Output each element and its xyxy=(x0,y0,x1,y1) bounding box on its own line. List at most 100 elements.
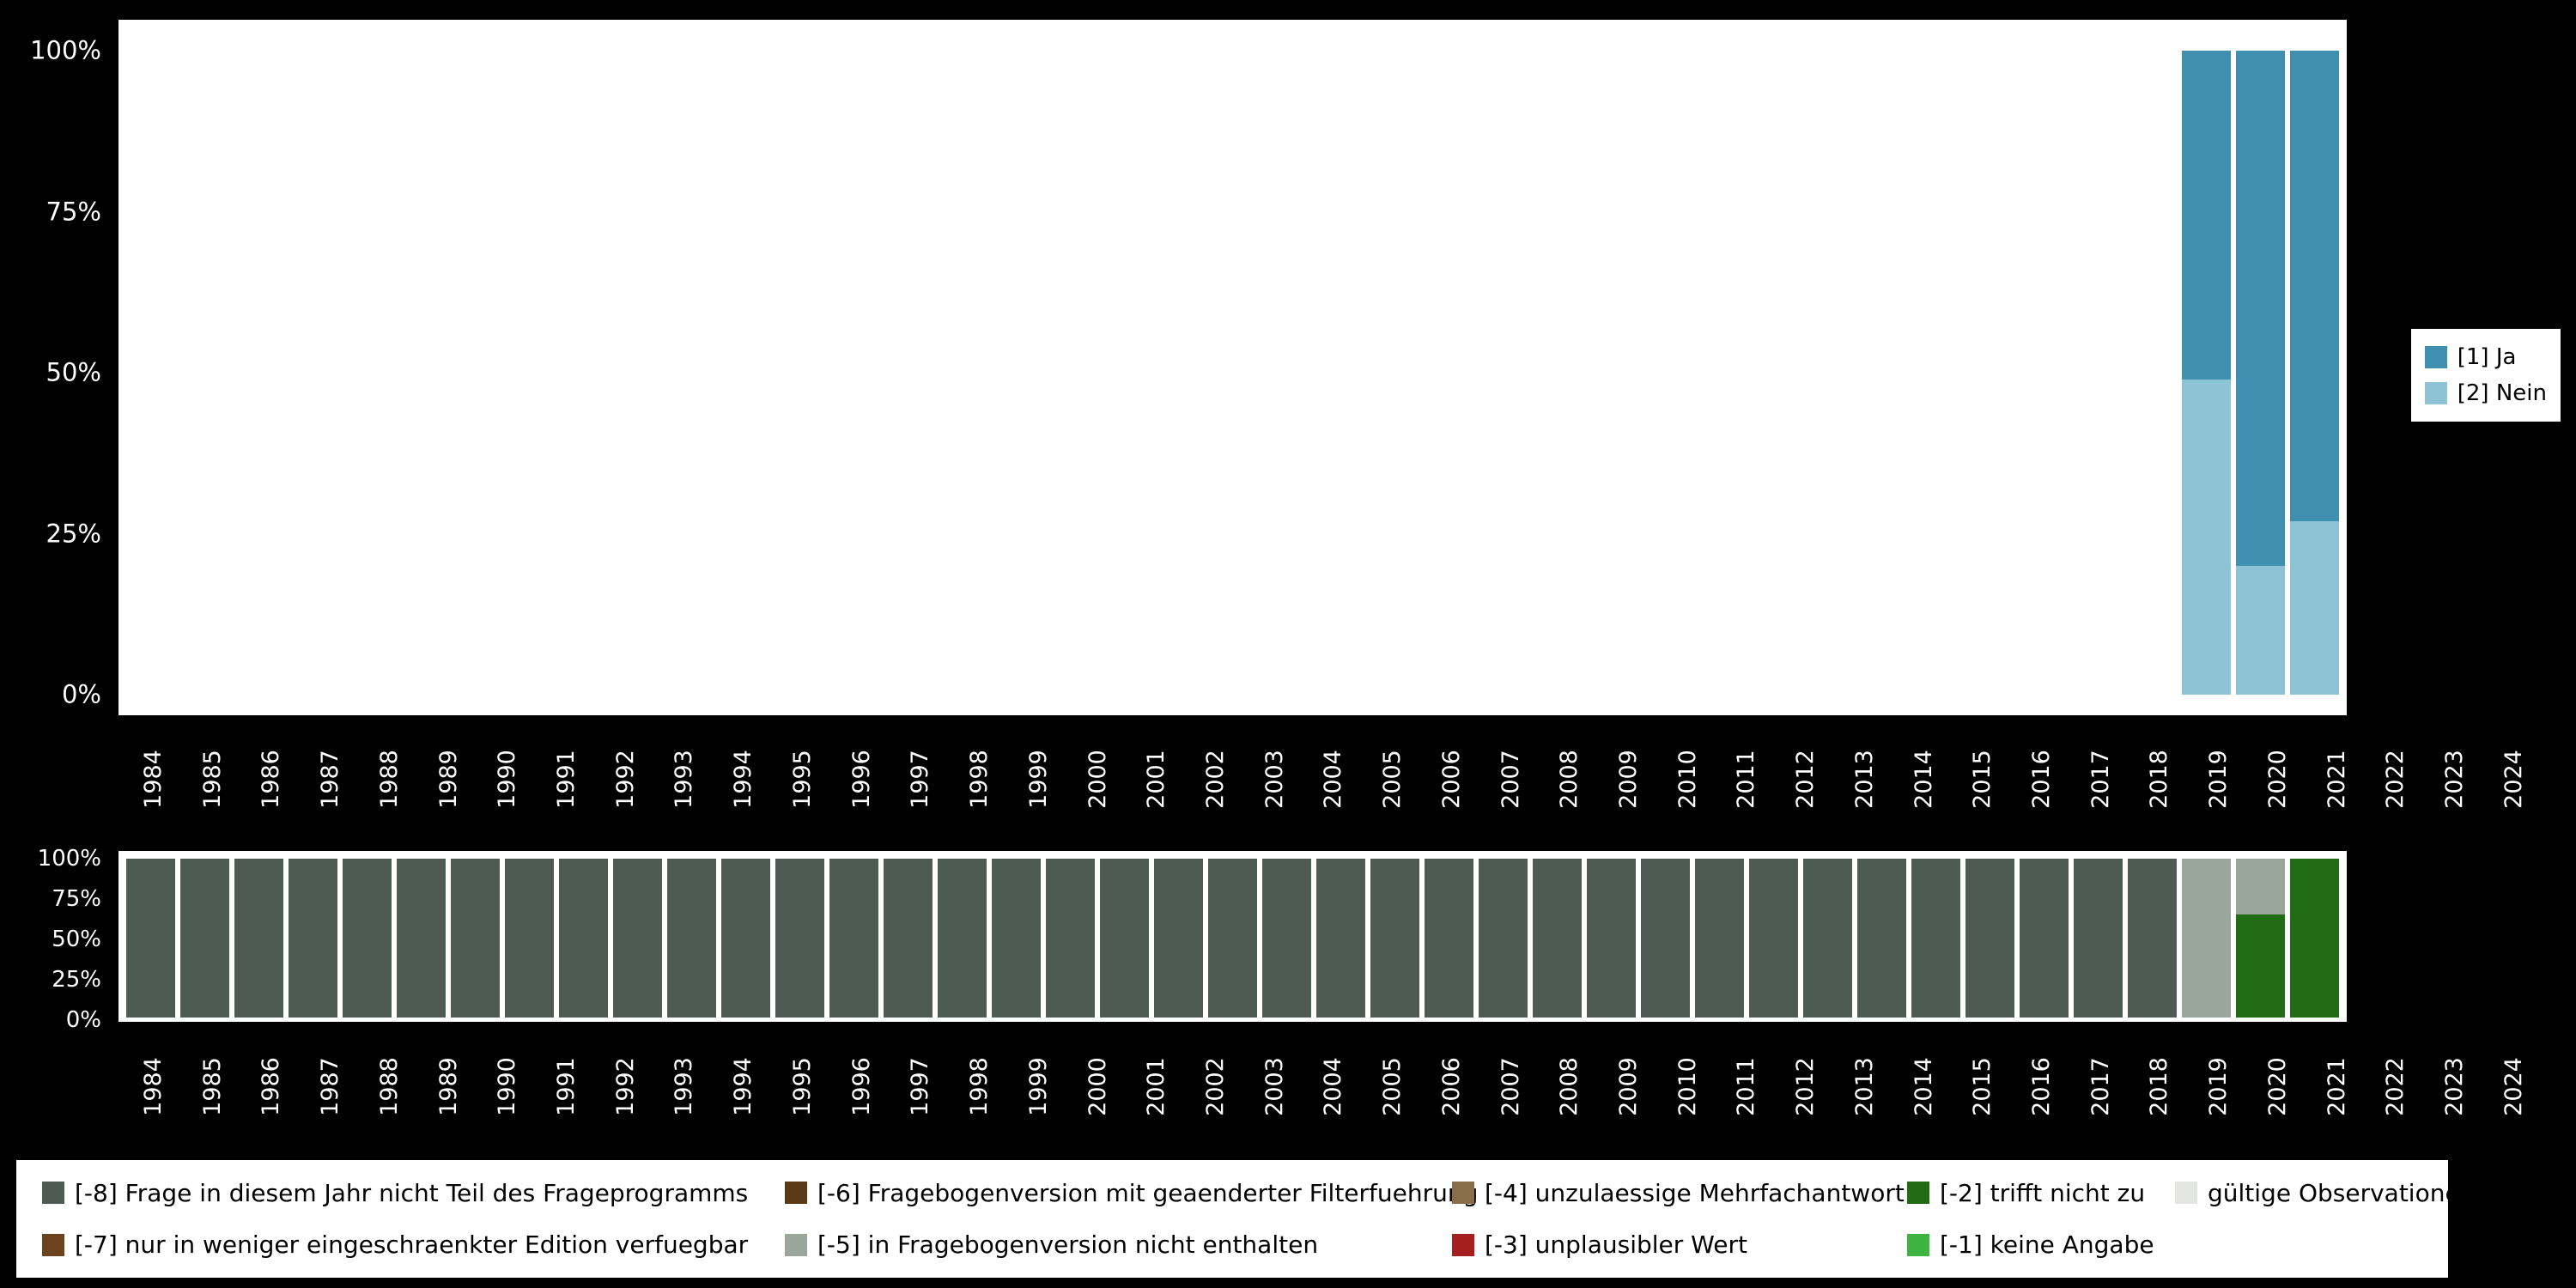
bar-segment xyxy=(991,859,1042,1018)
legend-item: [-8] Frage in diesem Jahr nicht Teil des… xyxy=(42,1179,785,1207)
x-tick-text: 2015 xyxy=(1969,750,1996,809)
x-tick-text: 1988 xyxy=(375,1057,403,1116)
bar-column xyxy=(2071,859,2125,1018)
bar-stack xyxy=(1803,51,1853,695)
x-tick-label: 1998 xyxy=(950,1029,1009,1145)
x-tick-text: 1987 xyxy=(317,750,344,809)
bar-stack xyxy=(1640,859,1691,1018)
x-tick-label: 2006 xyxy=(1422,726,1481,833)
x-tick-text: 1996 xyxy=(848,750,875,809)
x-tick-label: 2021 xyxy=(2307,726,2366,833)
x-tick-text: 2019 xyxy=(2205,750,2233,809)
bar-column xyxy=(556,859,611,1018)
x-tick-text: 2024 xyxy=(2500,1057,2527,1116)
bar-stack xyxy=(992,51,1042,695)
bar-column xyxy=(1097,859,1151,1018)
bar-column xyxy=(2233,859,2287,1018)
bar-stack xyxy=(775,859,825,1018)
x-tick-label: 1988 xyxy=(360,1029,419,1145)
bar-column xyxy=(178,51,232,695)
bar-column xyxy=(124,51,178,695)
x-tick-label: 2007 xyxy=(1481,726,1540,833)
bar-segment xyxy=(450,859,501,1018)
bar-segment xyxy=(2127,859,2178,1018)
x-tick-text: 2001 xyxy=(1143,1057,1170,1116)
x-tick-label: 1985 xyxy=(183,726,242,833)
y-tick-label: 50% xyxy=(46,357,101,387)
x-tick-text: 2000 xyxy=(1084,1057,1111,1116)
bar-stack xyxy=(504,859,555,1018)
x-tick-label: 1996 xyxy=(832,1029,891,1145)
bar-column xyxy=(1530,859,1584,1018)
bar-column xyxy=(232,51,286,695)
bar-segment xyxy=(2235,51,2286,566)
bar-stack xyxy=(450,859,501,1018)
legend-item: [-4] unzulaessige Mehrfachantwort xyxy=(1452,1179,1907,1207)
x-tick-label: 1995 xyxy=(773,1029,832,1145)
y-tick-label: 75% xyxy=(52,886,101,912)
x-tick-text: 1991 xyxy=(552,750,580,809)
bar-stack xyxy=(343,51,392,695)
bar-column xyxy=(394,51,448,695)
bar-stack xyxy=(1965,51,2015,695)
x-tick-label: 2022 xyxy=(2366,726,2425,833)
bar-stack xyxy=(2181,51,2232,695)
bar-stack xyxy=(342,859,392,1018)
y-tick-label: 75% xyxy=(46,197,101,226)
bar-stack xyxy=(559,51,609,695)
x-tick-text: 2008 xyxy=(1556,750,1583,809)
bar-column xyxy=(935,51,989,695)
bar-column xyxy=(2125,51,2179,695)
top-chart-panel xyxy=(118,20,2347,715)
x-tick-label: 1991 xyxy=(537,1029,596,1145)
bar-column xyxy=(1476,51,1530,695)
x-tick-label: 2017 xyxy=(2071,726,2130,833)
legend-label: [-7] nur in weniger eingeschraenkter Edi… xyxy=(75,1230,749,1260)
x-tick-label: 2010 xyxy=(1658,1029,1717,1145)
legend-swatch xyxy=(1907,1233,1929,1256)
bar-column xyxy=(1584,859,1638,1018)
bar-segment xyxy=(1911,859,1961,1018)
bar-stack xyxy=(2235,51,2286,695)
x-tick-text: 1994 xyxy=(730,750,757,809)
x-tick-label: 2002 xyxy=(1186,726,1245,833)
bar-column xyxy=(1801,859,1855,1018)
legend-label: [-4] unzulaessige Mehrfachantwort xyxy=(1485,1178,1905,1207)
bar-segment xyxy=(1802,859,1853,1018)
x-tick-text: 1984 xyxy=(139,750,167,809)
bar-column xyxy=(1909,51,1963,695)
bar-stack xyxy=(1207,859,1258,1018)
missings-legend: [-8] Frage in diesem Jahr nicht Teil des… xyxy=(16,1160,2475,1278)
legend-swatch xyxy=(785,1233,807,1256)
x-tick-text: 2006 xyxy=(1437,1057,1465,1116)
bar-stack xyxy=(2289,51,2340,695)
bar-segment xyxy=(234,859,284,1018)
x-tick-text: 2011 xyxy=(1733,1057,1760,1116)
x-tick-text: 1991 xyxy=(552,1057,580,1116)
bar-segment xyxy=(342,859,392,1018)
x-tick-label: 1999 xyxy=(1009,726,1068,833)
bar-segment xyxy=(1099,859,1150,1018)
bar-segment xyxy=(2289,520,2340,695)
y-tick-label: 50% xyxy=(52,927,101,952)
x-tick-label: 2001 xyxy=(1127,1029,1186,1145)
x-tick-label: 2005 xyxy=(1363,1029,1422,1145)
x-tick-text: 2015 xyxy=(1969,1057,1996,1116)
bar-segment xyxy=(2235,914,2286,1018)
legend-item: gültige Observationen xyxy=(2175,1179,2475,1207)
x-tick-label: 2003 xyxy=(1245,1029,1304,1145)
x-tick-text: 1985 xyxy=(198,1057,226,1116)
x-tick-label: 2018 xyxy=(2129,1029,2189,1145)
bar-column xyxy=(448,859,502,1018)
bar-segment xyxy=(612,859,663,1018)
bar-column xyxy=(1206,859,1260,1018)
x-tick-text: 2000 xyxy=(1084,750,1111,809)
bar-segment xyxy=(1261,859,1312,1018)
x-tick-label: 2012 xyxy=(1776,1029,1835,1145)
x-tick-text: 2022 xyxy=(2382,750,2409,809)
bar-segment xyxy=(1586,859,1637,1018)
bar-segment xyxy=(1424,859,1474,1018)
bar-stack xyxy=(2074,51,2123,695)
x-tick-text: 2016 xyxy=(2027,750,2055,809)
x-tick-label: 2017 xyxy=(2071,1029,2130,1145)
